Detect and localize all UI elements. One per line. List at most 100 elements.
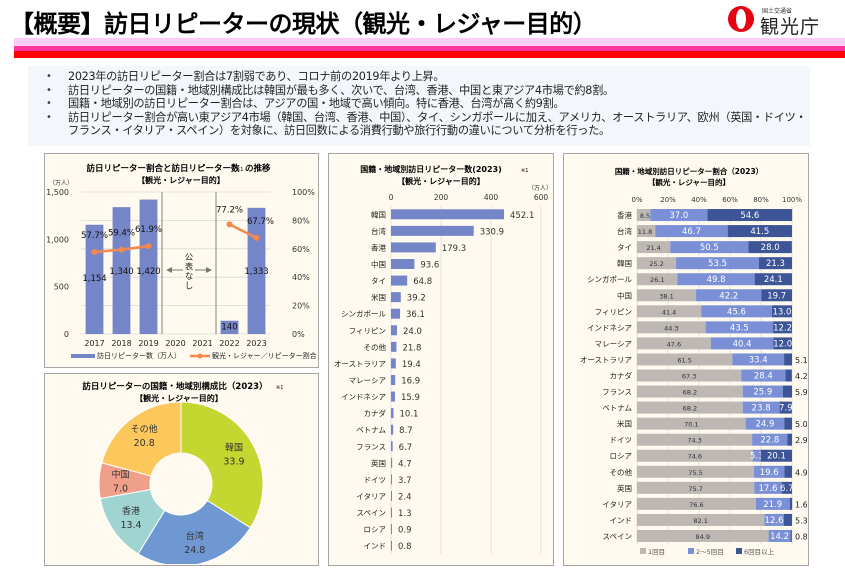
stacked-segment <box>773 321 792 334</box>
bar <box>247 207 266 334</box>
stacked-segment <box>707 209 793 222</box>
stacked-segment <box>637 225 656 238</box>
summary-bullet: 国籍・地域別の訪日リピーター割合は、アジアの国・地域で高い傾向。特に香港、台湾が… <box>46 97 810 111</box>
bar <box>391 209 505 220</box>
bar <box>391 242 436 253</box>
segment-label: 19.6 <box>760 468 779 478</box>
stacked-segment <box>701 305 772 318</box>
hbar-chart-panel: 国籍・地域別訪日リピーター数(2023) ※1 【観光・レジャー目的】 （万人） 0 20… <box>328 153 554 566</box>
category-label: フランス <box>602 388 632 397</box>
category-label: 英国 <box>371 458 386 468</box>
segment-label: 38.1 <box>659 292 673 300</box>
category-label: ロシア <box>610 452 633 461</box>
segment-label: 5.3 <box>750 452 764 462</box>
bar <box>391 540 392 551</box>
x-tick-label: 2022 <box>219 339 239 348</box>
segment-label: 41.5 <box>750 227 769 237</box>
arrow-right-icon <box>206 267 212 273</box>
x-tick-label: 0% <box>631 196 642 204</box>
category-label: 米国 <box>371 292 386 302</box>
category-label: 香港 <box>617 210 632 220</box>
summary-bullet: 訪日リピーター割合が高い東アジア4市場（韓国、台湾、香港、中国）、タイ、シンガポ… <box>46 111 810 138</box>
bar-label: 15.9 <box>401 393 420 403</box>
bar-label: 64.8 <box>413 277 432 287</box>
annotation-bg <box>183 252 195 290</box>
stacked-segment <box>677 273 755 286</box>
stacked-segment <box>783 513 792 526</box>
header-band-red <box>14 51 845 58</box>
slice-label: 香港 <box>122 505 140 517</box>
stacked-segment <box>779 401 792 414</box>
bar <box>391 358 396 369</box>
bar-label: 1,154 <box>82 274 106 284</box>
bar-label: 4.7 <box>398 459 412 469</box>
annotation-char: 表 <box>185 262 194 273</box>
right-axis-tick: 60% <box>292 245 310 254</box>
bar-label: 452.1 <box>510 211 534 221</box>
stacked-segment <box>768 529 791 542</box>
stacked-segment <box>732 353 785 366</box>
header-band-pink <box>14 46 845 51</box>
x-tick-label: 20% <box>660 196 676 204</box>
bar-label: 2.4 <box>398 493 412 503</box>
category-label: スペイン <box>357 509 386 518</box>
bar-label: 0.9 <box>398 526 412 536</box>
stacked-segment <box>637 449 753 462</box>
segment-label: 33.4 <box>749 355 768 365</box>
segment-label: 14.2 <box>770 532 789 542</box>
stacked-segment <box>761 289 792 302</box>
donut-chart: 訪日リピーターの国籍・地域別構成比（2023） ※1 【観光・レジャー目的】韓国 33… <box>82 381 283 564</box>
stacked-segment <box>752 449 761 462</box>
slice-label: 韓国 <box>225 443 243 454</box>
stacked-segment <box>754 481 782 494</box>
x-tick-label: 2023 <box>246 339 266 348</box>
bar <box>391 341 397 352</box>
x-tick-label: 400 <box>484 193 499 202</box>
segment-label: 21.9 <box>763 500 782 510</box>
segment-label: 7.9 <box>779 404 793 414</box>
segment-label: 12.6 <box>765 516 784 526</box>
chart-subtitle: の推移 <box>245 163 271 174</box>
category-label: ロシア <box>364 525 387 534</box>
line-series <box>228 223 258 239</box>
bar-label: 330.9 <box>480 227 504 237</box>
stacked-segment <box>789 497 793 510</box>
stacked-segment <box>742 385 783 398</box>
segment-label: 24.9 <box>755 420 774 430</box>
stacked-chart: 国籍・地域別訪日リピーター割合（2023）【観光・レジャー目的】 0% 20% 40%… <box>580 166 807 556</box>
legend-label: 2～5回目 <box>696 548 724 556</box>
legend-swatch <box>640 548 646 554</box>
bar <box>391 491 392 501</box>
category-label: その他 <box>610 467 633 477</box>
stacked-segment <box>696 289 762 302</box>
stacked-segment <box>771 305 792 318</box>
line-label: 59.4% <box>108 229 135 239</box>
segment-label: 12.0 <box>773 339 792 349</box>
line-label: 61.9% <box>135 225 162 235</box>
segment-label: 68.2 <box>683 405 697 413</box>
segment-label: 19.7 <box>767 291 786 301</box>
segment-label-outside: 5.9 <box>795 388 807 397</box>
segment-label: 42.2 <box>719 291 738 301</box>
category-label: マレーシア <box>349 376 386 385</box>
slice-label: 台湾 <box>186 530 204 542</box>
segment-label: 44.3 <box>664 324 678 332</box>
right-axis-tick: 40% <box>292 273 310 282</box>
category-label: 韓国 <box>617 258 632 268</box>
segment-label: 75.5 <box>688 469 702 477</box>
category-label: 中国 <box>371 259 386 269</box>
stacked-segment <box>637 209 651 222</box>
category-label: ドイツ <box>364 475 387 484</box>
category-label: フィリピン <box>595 307 632 316</box>
x-tick-label: 2019 <box>138 339 158 348</box>
bar <box>391 457 393 468</box>
legend-swatch-point <box>197 353 203 359</box>
category-label: カナダ <box>364 408 387 418</box>
bar-label: 10.1 <box>400 410 419 420</box>
line-point <box>91 249 98 256</box>
chart-title: 訪日リピーターの国籍・地域別構成比（2023） <box>82 381 267 392</box>
bar-label: 16.9 <box>401 377 420 387</box>
line-point <box>253 234 260 241</box>
stacked-segment <box>727 225 792 238</box>
stacked-segment <box>748 241 792 254</box>
